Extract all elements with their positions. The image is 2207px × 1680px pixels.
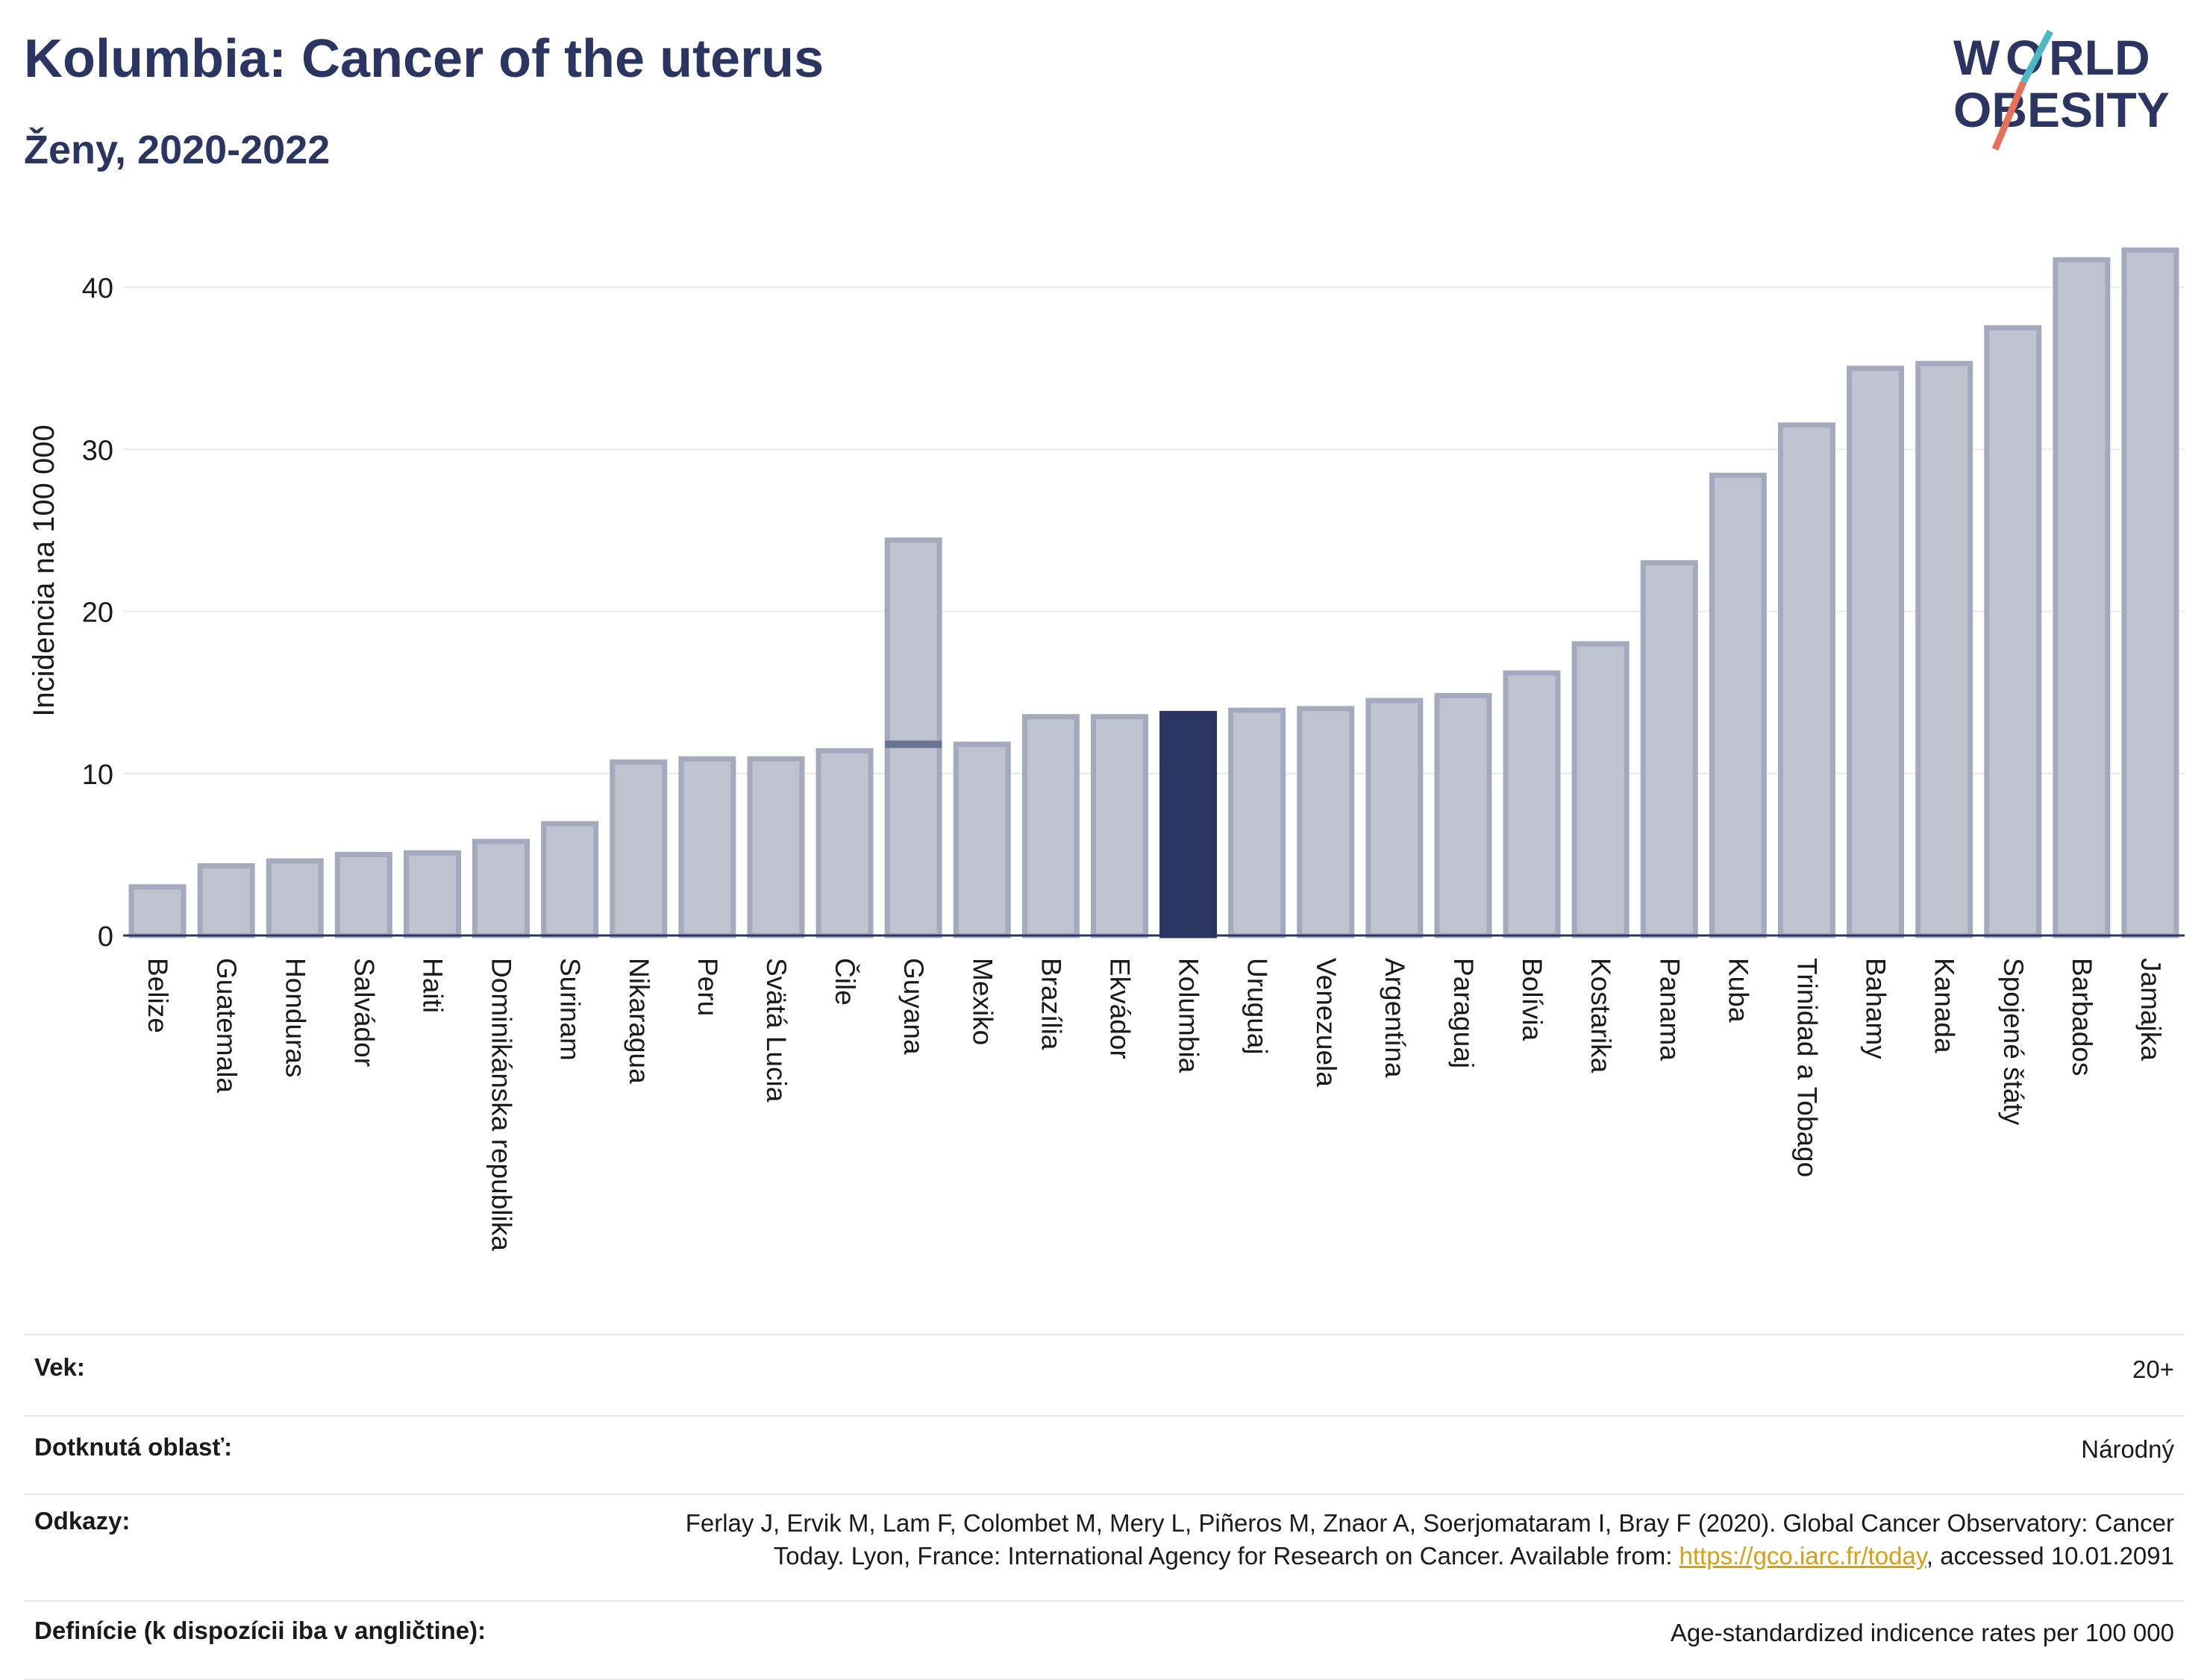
y-tick-label: 0 xyxy=(98,921,113,953)
bar-Kanada xyxy=(1915,360,1973,938)
x-tick-label: Haiti xyxy=(417,958,448,1013)
bars xyxy=(128,247,2179,938)
x-tick-label: Kostarika xyxy=(1585,958,1616,1073)
x-tick-label: Salvádor xyxy=(348,958,379,1067)
page-subtitle: Ženy, 2020-2022 xyxy=(24,128,331,172)
bar-Guatemala xyxy=(197,863,255,938)
bar-Bahamy xyxy=(1847,366,1905,938)
x-tick-label: Paraguaj xyxy=(1448,958,1479,1068)
reference-line-1: Ferlay J, Ervik M, Lam F, Colombet M, Me… xyxy=(685,1509,2174,1537)
world-obesity-logo: W O RLD OBESITY xyxy=(1953,29,2170,151)
reference-line-2-prefix: Today. Lyon, France: International Agenc… xyxy=(773,1542,1679,1570)
info-row-area: Dotknutá oblasť: Národný xyxy=(24,1416,2185,1495)
x-tick-label: Belize xyxy=(143,958,173,1033)
age-label: Vek: xyxy=(24,1334,533,1417)
area-label: Dotknutá oblasť: xyxy=(24,1416,533,1495)
x-tick-label: Bahamy xyxy=(1861,958,1891,1059)
info-row-definitions: Definície (k dispozícii iba v angličtine… xyxy=(24,1601,2185,1680)
area-value: Národný xyxy=(533,1416,2185,1495)
x-tick-label: Spojené štáty xyxy=(1998,958,2029,1126)
reference-link[interactable]: https://gco.iarc.fr/today xyxy=(1679,1542,1926,1570)
references-label: Odkazy: xyxy=(24,1494,533,1602)
x-tick-label: Svätá Lucia xyxy=(761,958,792,1103)
x-tick-label: Barbados xyxy=(2067,958,2097,1076)
bar-Guyana xyxy=(884,537,942,938)
x-tick-label: Peru xyxy=(692,958,723,1016)
x-tick-label: Guatemala xyxy=(211,958,242,1093)
bar-Svätá Lucia xyxy=(747,756,805,938)
age-value: 20+ xyxy=(533,1334,2185,1417)
info-table: Vek: 20+ Dotknutá oblasť: Národný Odkazy… xyxy=(24,1334,2185,1680)
bar-Kuba xyxy=(1709,472,1767,938)
x-tick-label: Uruguaj xyxy=(1242,958,1273,1055)
page-title: Kolumbia: Cancer of the uterus xyxy=(24,29,824,89)
bar-Bolívia xyxy=(1503,670,1561,938)
bar-Brazília xyxy=(1021,714,1080,938)
info-row-age: Vek: 20+ xyxy=(24,1334,2185,1417)
x-tick-label: Surinam xyxy=(555,958,586,1061)
bar-Čile xyxy=(816,747,874,938)
bar-Spojené štáty xyxy=(1984,325,2042,938)
definitions-value: Age-standardized indicence rates per 100… xyxy=(533,1601,2185,1680)
x-tick-label: Bolívia xyxy=(1517,958,1547,1041)
grid-lines xyxy=(123,286,2185,774)
svg-text:RLD: RLD xyxy=(2049,30,2150,85)
bar-Paraguaj xyxy=(1434,693,1492,938)
x-tick-label: Trinidad a Tobago xyxy=(1791,958,1822,1177)
x-tick-label: Mexiko xyxy=(967,958,998,1045)
x-tick-label: Čile xyxy=(830,958,860,1006)
x-tick-label: Kanada xyxy=(1929,958,1960,1053)
bar-Peru xyxy=(678,756,736,938)
bar-Trinidad a Tobago xyxy=(1777,422,1835,938)
x-tick-label: Jamajka xyxy=(2135,958,2166,1061)
bar-Venezuela xyxy=(1297,706,1355,938)
bar-Barbados xyxy=(2053,257,2111,938)
x-tick-label: Argentína xyxy=(1380,958,1410,1078)
bar-Haiti xyxy=(403,850,461,938)
x-tick-label: Ekvádor xyxy=(1104,958,1135,1059)
svg-text:OBESITY: OBESITY xyxy=(1953,82,2170,137)
y-tick-label: 30 xyxy=(82,435,113,466)
x-tick-label: Venezuela xyxy=(1311,958,1342,1087)
info-row-references: Odkazy: Ferlay J, Ervik M, Lam F, Colomb… xyxy=(24,1494,2185,1602)
svg-text:W: W xyxy=(1953,30,2000,85)
x-tick-label: Brazília xyxy=(1036,958,1066,1050)
bar-Argentína xyxy=(1365,698,1424,938)
bar-chart: 0 10 20 30 40 Belize Guatemala Honduras Salvádor… xyxy=(28,247,2185,1251)
definitions-label: Definície (k dispozícii iba v angličtine… xyxy=(24,1601,533,1680)
bar-Belize xyxy=(128,884,187,938)
y-axis-label: Incidencia na 100 000 xyxy=(28,424,60,716)
bar-Surinam xyxy=(541,821,599,938)
x-tick-label: Kolumbia xyxy=(1174,958,1204,1073)
x-tick-label: Guyana xyxy=(898,958,929,1055)
reference-line-2-suffix: , accessed 10.01.2091 xyxy=(1926,1542,2174,1570)
x-tick-label: Nikaragua xyxy=(624,958,654,1084)
bar-Uruguaj xyxy=(1228,707,1286,938)
x-tick-label: Dominikánska republika xyxy=(486,958,517,1251)
x-tick-label: Kuba xyxy=(1723,958,1753,1023)
bar-marker-Guyana xyxy=(885,740,942,748)
bar-Nikaragua xyxy=(610,759,668,938)
x-tick-label: Panama xyxy=(1654,958,1685,1061)
y-tick-label: 40 xyxy=(82,273,113,304)
bar-Mexiko xyxy=(953,742,1011,938)
bar-Panama xyxy=(1640,560,1698,938)
bar-Salvádor xyxy=(334,851,392,938)
bar-Ekvádor xyxy=(1090,714,1148,938)
x-tick-label: Honduras xyxy=(280,958,310,1077)
bar-Kolumbia xyxy=(1159,710,1218,938)
references-value: Ferlay J, Ervik M, Lam F, Colombet M, Me… xyxy=(533,1494,2185,1602)
y-tick-label: 10 xyxy=(82,759,113,791)
bar-Honduras xyxy=(266,858,324,938)
bar-Jamajka xyxy=(2121,247,2179,938)
axes: 0 10 20 30 40 Belize Guatemala Honduras Salvádor… xyxy=(82,273,2185,1251)
y-tick-label: 20 xyxy=(82,598,113,629)
bar-Kostarika xyxy=(1571,641,1630,938)
bar-Dominikánska republika xyxy=(472,839,530,938)
